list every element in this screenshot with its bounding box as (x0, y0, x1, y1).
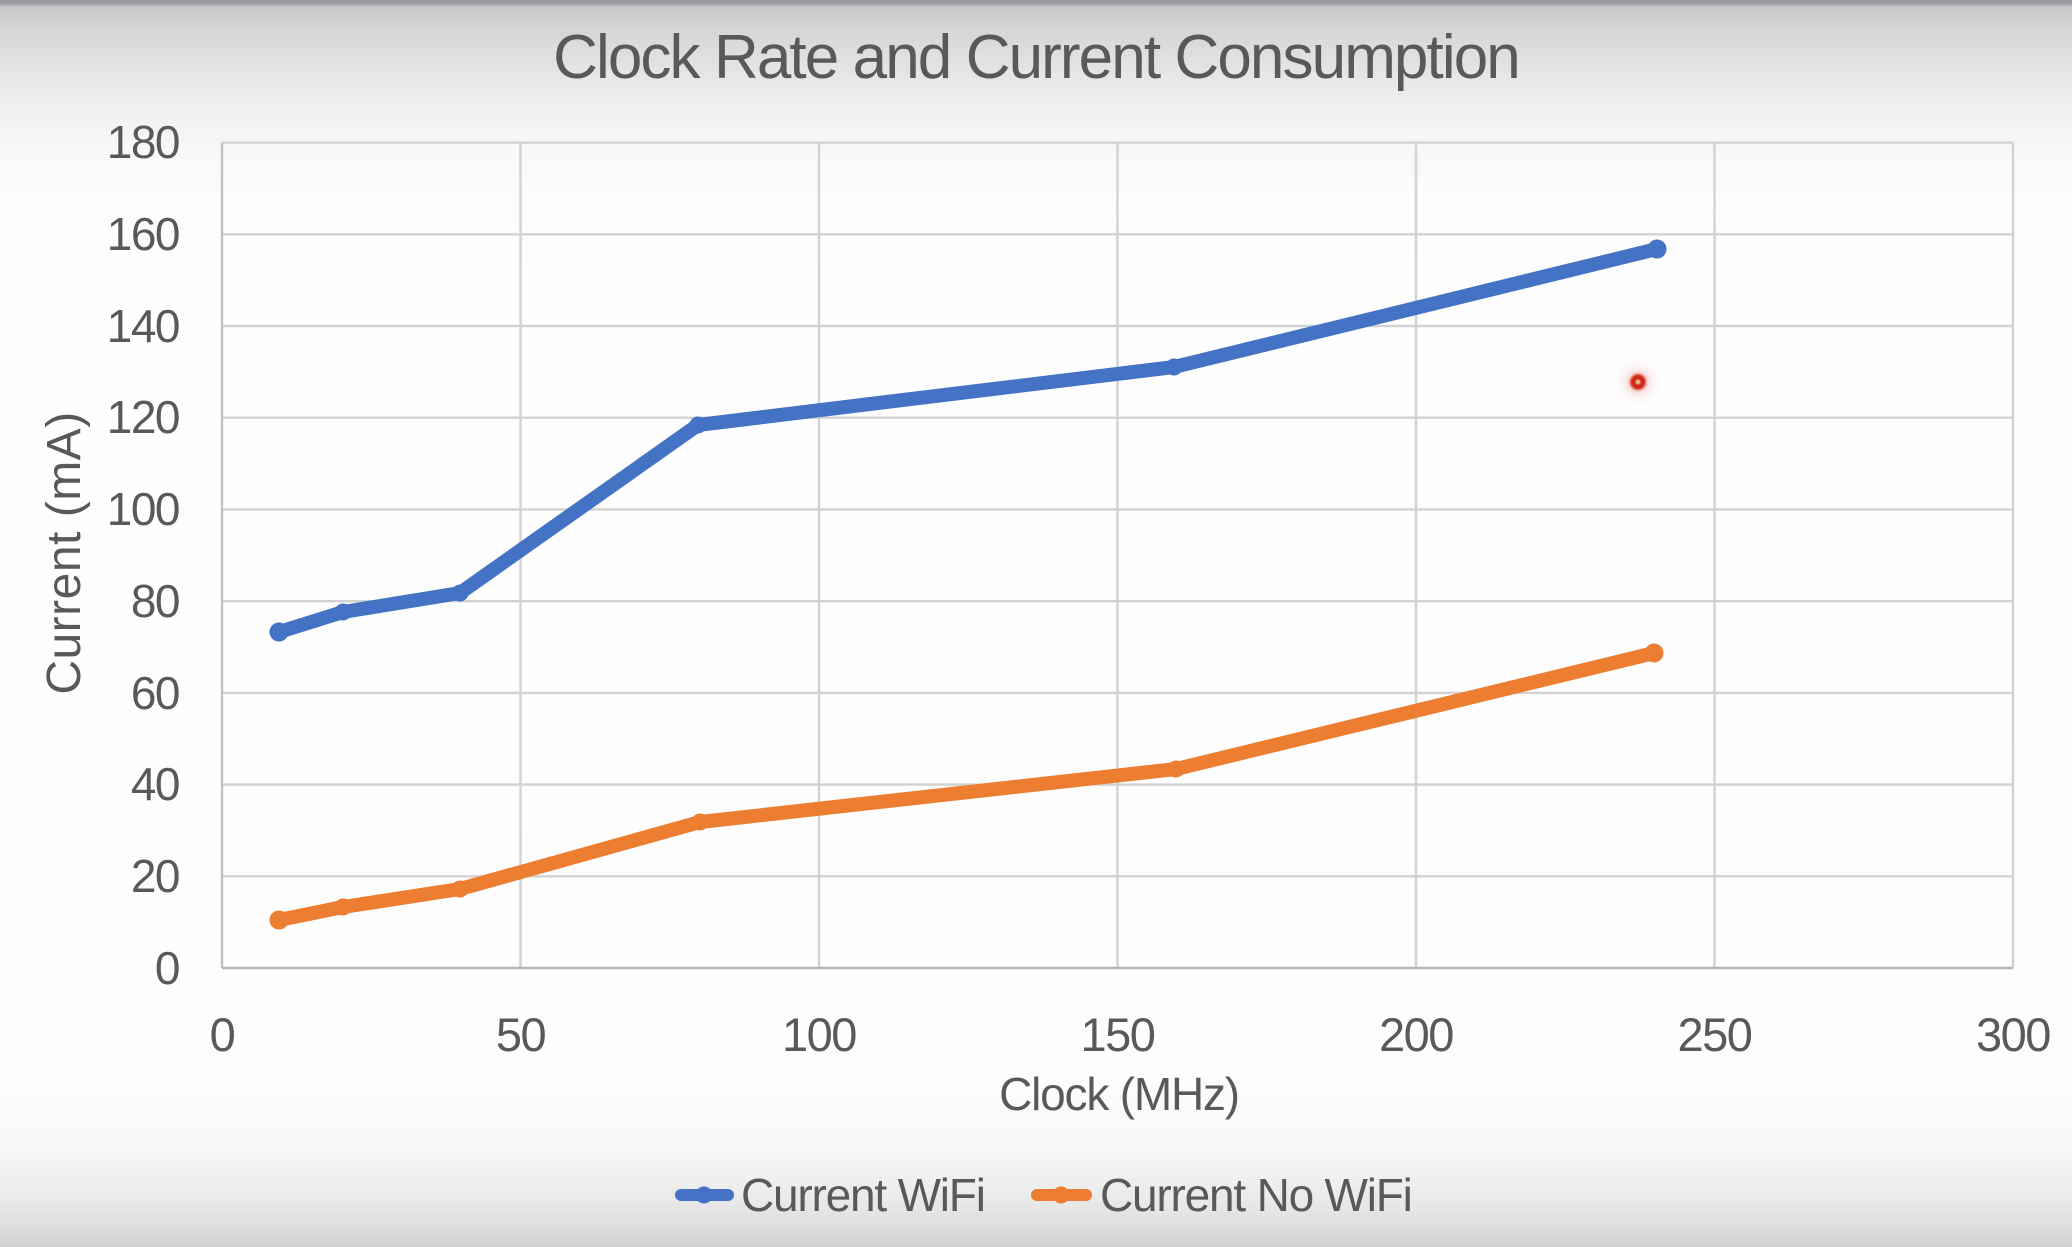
svg-text:140: 140 (107, 300, 179, 352)
svg-text:100: 100 (782, 1008, 856, 1061)
svg-text:40: 40 (131, 758, 179, 810)
svg-text:60: 60 (131, 667, 179, 719)
svg-text:160: 160 (107, 208, 179, 260)
svg-text:Current No WiFi: Current No WiFi (1100, 1169, 1412, 1221)
svg-text:100: 100 (107, 483, 179, 535)
svg-text:Current WiFi: Current WiFi (741, 1169, 985, 1221)
svg-text:20: 20 (131, 850, 179, 902)
svg-text:Clock (MHz): Clock (MHz) (999, 1068, 1239, 1120)
svg-text:Clock Rate and Current Consump: Clock Rate and Current Consumption (553, 23, 1519, 92)
svg-text:300: 300 (1976, 1008, 2050, 1061)
svg-text:80: 80 (131, 575, 179, 627)
svg-text:150: 150 (1081, 1008, 1155, 1061)
svg-text:200: 200 (1379, 1008, 1453, 1061)
svg-text:250: 250 (1678, 1008, 1752, 1061)
svg-text:180: 180 (107, 116, 179, 168)
svg-text:Current (mA): Current (mA) (38, 411, 91, 694)
svg-text:50: 50 (496, 1008, 546, 1061)
svg-text:0: 0 (155, 942, 179, 994)
svg-text:120: 120 (107, 391, 179, 443)
svg-text:0: 0 (210, 1008, 235, 1061)
